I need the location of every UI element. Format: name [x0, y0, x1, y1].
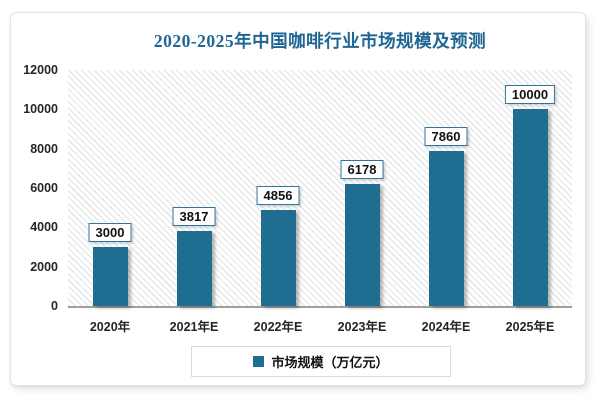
- bar-slot: 4856: [256, 70, 300, 306]
- bar-slot: 3000: [88, 70, 132, 306]
- bar-2024年E: [428, 151, 464, 306]
- y-tick-label: 4000: [30, 220, 58, 235]
- bar-2025年E: [512, 109, 548, 306]
- y-tick-label: 2000: [30, 259, 58, 274]
- chart-card: 2020-2025年中国咖啡行业市场规模及预测 0 2000 4000 6000 800…: [10, 12, 586, 386]
- y-tick-label: 8000: [30, 141, 58, 156]
- x-tick-label: 2024年E: [421, 320, 471, 334]
- legend-label: 市场规模（万亿元）: [271, 355, 389, 370]
- legend-square-icon: [253, 356, 265, 367]
- x-tick-label: 2023年E: [337, 320, 387, 334]
- bar-2020年: [92, 247, 128, 306]
- x-tick-label: 2025年E: [505, 320, 555, 334]
- data-label: 10000: [504, 85, 556, 104]
- bar-2023年E: [344, 184, 380, 306]
- chart-title: 2020-2025年中国咖啡行业市场规模及预测: [153, 31, 487, 51]
- data-label: 4856: [256, 186, 300, 205]
- bar-2022年E: [260, 210, 296, 306]
- plot-area: 3000 3817 4856 6178 7860 10000: [68, 70, 572, 308]
- data-label: 6178: [340, 160, 384, 179]
- bar-slot: 7860: [424, 70, 468, 306]
- y-tick-label: 6000: [30, 181, 58, 195]
- data-label: 7860: [424, 127, 468, 146]
- y-axis: 0 2000 4000 6000 8000 10000 12000: [11, 63, 58, 313]
- bar-slot: 6178: [340, 70, 384, 306]
- y-tick-label: 10000: [23, 102, 58, 117]
- data-label: 3817: [172, 207, 216, 226]
- y-tick-label: 12000: [23, 63, 58, 77]
- x-axis: 2020年 2021年E 2022年E 2023年E 2024年E 2025年E: [68, 316, 572, 334]
- bar-slot: 3817: [172, 70, 216, 306]
- legend: 市场规模（万亿元）: [191, 346, 451, 377]
- data-label: 3000: [88, 223, 132, 242]
- y-tick-label: 0: [51, 299, 58, 313]
- bar-2021年E: [176, 231, 212, 306]
- bar-slot: 10000: [504, 70, 556, 306]
- x-tick-label: 2022年E: [253, 320, 303, 334]
- x-tick-label: 2020年: [89, 320, 131, 334]
- x-tick-label: 2021年E: [169, 320, 219, 334]
